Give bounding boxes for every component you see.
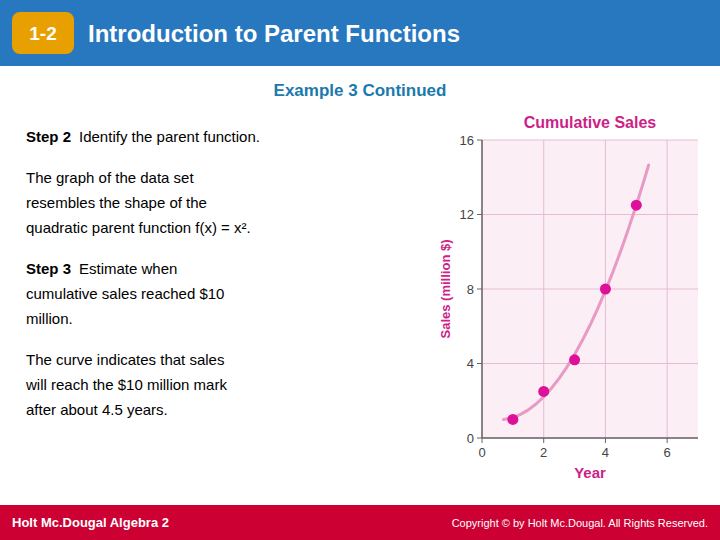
subtitle: Example 3 Continued: [274, 81, 447, 100]
tick-label-y: 16: [460, 133, 474, 148]
grid: [482, 140, 698, 438]
tick-label-x: 2: [540, 445, 547, 460]
body-line: after about 4.5 years.: [26, 401, 168, 418]
body-line: cumulative sales reached $10: [26, 285, 224, 302]
badge-text: 1-2: [29, 23, 56, 44]
grid-line-y: [482, 214, 698, 215]
data-point: [631, 200, 642, 211]
data-point: [569, 354, 580, 365]
heading: Introduction to Parent Functions: [88, 20, 460, 47]
body-line: resembles the shape of the: [26, 194, 207, 211]
fit-curve: [504, 165, 649, 420]
chart: Cumulative Sales 0 2 4 6 0 4 8 12 16 Year Sales (mi…: [438, 114, 698, 481]
body-line: Estimate when: [79, 260, 177, 277]
body-line: million.: [26, 310, 73, 327]
x-axis-label: Year: [574, 464, 606, 481]
footer-right: Copyright © by Holt Mc.Dougal. All Right…: [452, 517, 708, 529]
footer-bar: [0, 505, 720, 540]
body-line: Identify the parent function.: [79, 128, 260, 145]
data-point: [600, 284, 611, 295]
footer-left: Holt Mc.Dougal Algebra 2: [12, 515, 169, 530]
tick-label-y: 8: [467, 282, 474, 297]
grid-line-y: [482, 140, 698, 141]
data-point: [538, 386, 549, 397]
body-line: The curve indicates that sales: [26, 351, 224, 368]
page: 1-2 Introduction to Parent Functions Examp…: [0, 0, 720, 540]
tick-label-y: 4: [467, 356, 474, 371]
tick-label-x: 6: [664, 445, 671, 460]
header-bar: [0, 0, 720, 66]
grid-line-y: [482, 289, 698, 290]
y-axis: [481, 140, 483, 438]
tick-label-x: 4: [602, 445, 609, 460]
grid-line-y: [482, 363, 698, 364]
step-label: Step 2: [26, 128, 71, 145]
badge: [12, 12, 74, 54]
y-axis-label: Sales (million $): [438, 240, 453, 339]
grid-line-y: [482, 438, 698, 439]
data-point: [507, 414, 518, 425]
grid-line-x: [482, 140, 483, 438]
body-line: will reach the $10 million mark: [25, 376, 227, 393]
body-line: The graph of the data set: [26, 169, 194, 186]
chart-title: Cumulative Sales: [524, 114, 657, 131]
step-label: Step 3: [26, 260, 71, 277]
body-line: quadratic parent function f(x) = x².: [26, 219, 251, 236]
plot-background: [482, 140, 698, 438]
tick-label-y: 0: [467, 431, 474, 446]
tick-label-x: 0: [478, 445, 485, 460]
tick-label-y: 12: [460, 207, 474, 222]
data-area: [504, 165, 649, 425]
x-axis: [482, 437, 698, 439]
